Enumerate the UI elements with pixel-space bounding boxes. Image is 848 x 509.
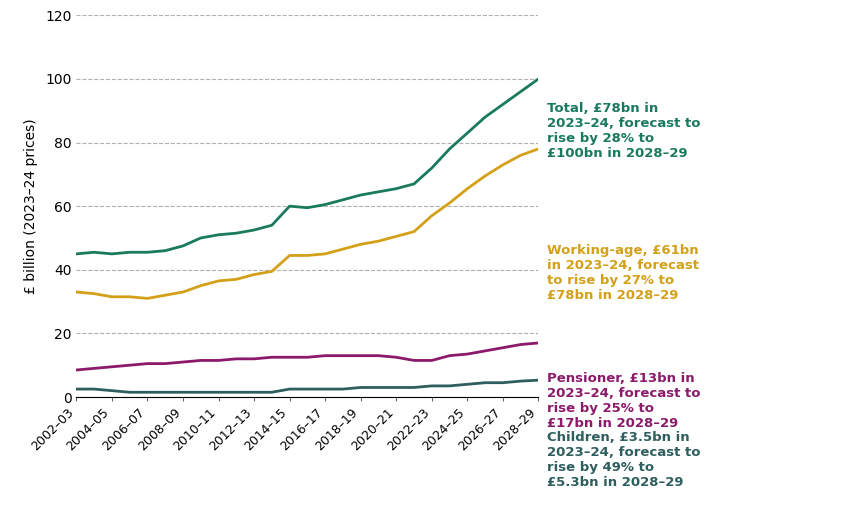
Text: Working-age, £61bn
in 2023–24, forecast
to rise by 27% to
£78bn in 2028–29: Working-age, £61bn in 2023–24, forecast … xyxy=(547,244,699,302)
Y-axis label: £ billion (2023–24 prices): £ billion (2023–24 prices) xyxy=(24,118,38,294)
Text: Pensioner, £13bn in
2023–24, forecast to
rise by 25% to
£17bn in 2028–29: Pensioner, £13bn in 2023–24, forecast to… xyxy=(547,372,700,430)
Text: Total, £78bn in
2023–24, forecast to
rise by 28% to
£100bn in 2028–29: Total, £78bn in 2023–24, forecast to ris… xyxy=(547,102,700,160)
Text: Children, £3.5bn in
2023–24, forecast to
rise by 49% to
£5.3bn in 2028–29: Children, £3.5bn in 2023–24, forecast to… xyxy=(547,431,700,489)
